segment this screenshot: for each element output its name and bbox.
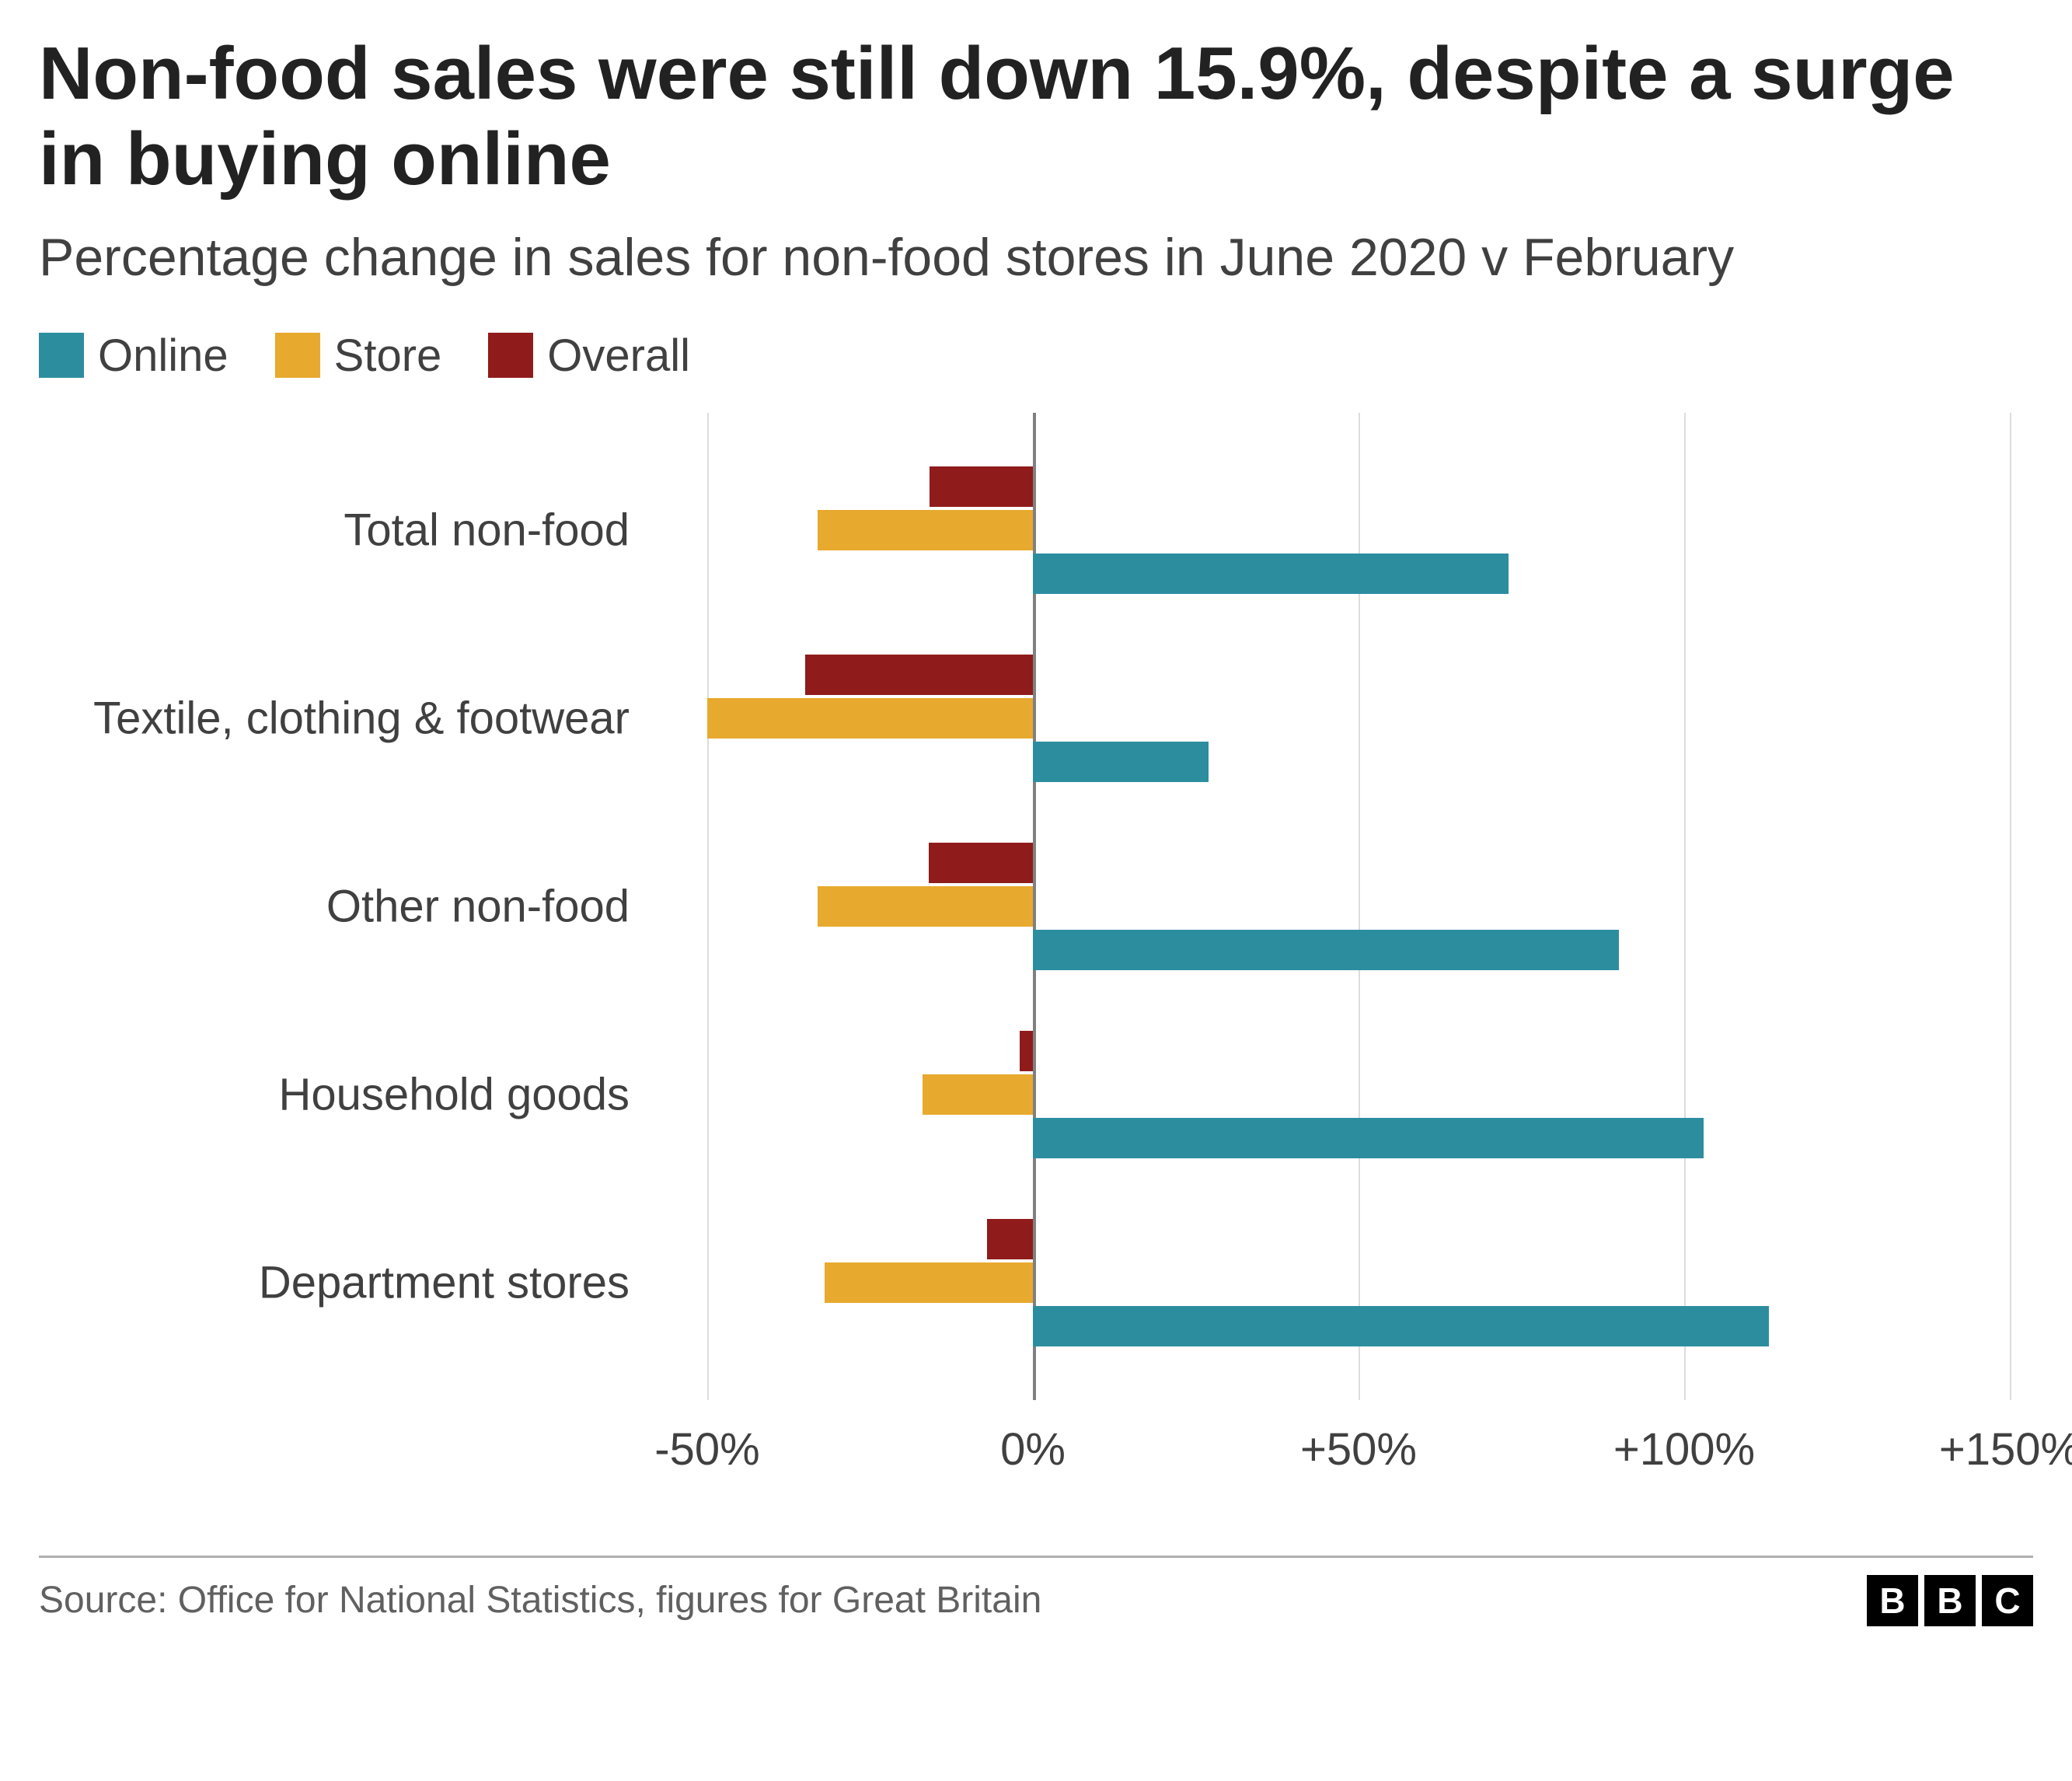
category-label: Department stores [259,1256,699,1308]
x-tick-label: +100% [1613,1423,1755,1475]
footer: Source: Office for National Statistics, … [39,1556,2033,1626]
chart-title: Non-food sales were still down 15.9%, de… [39,31,2033,203]
legend-label-online: Online [98,330,228,382]
legend-item-online: Online [39,330,228,382]
bar [923,1074,1033,1115]
bar [1033,1118,1704,1158]
bbc-logo-letter: B [1924,1575,1976,1626]
category-label: Total non-food [344,504,699,556]
legend-swatch-overall [488,333,533,378]
x-tick-label: 0% [1000,1423,1066,1475]
bar [930,466,1033,507]
gridline [2010,413,2011,1400]
bar-groups [707,413,2010,1400]
x-axis: -50%0%+50%+100%+150% [707,1400,2010,1501]
legend-item-overall: Overall [488,330,690,382]
bar [1033,1306,1769,1346]
bar-group [707,812,2010,1001]
bbc-logo-letter: B [1867,1575,1918,1626]
bar [707,698,1033,739]
chart: Total non-food Textile, clothing & footwe… [62,413,2010,1501]
x-tick-label: -50% [654,1423,759,1475]
legend: Online Store Overall [39,330,2033,382]
bbc-logo: B B C [1867,1575,2033,1626]
plot-area [707,413,2010,1400]
category-label: Other non-food [326,880,699,932]
chart-subtitle: Percentage change in sales for non-food … [39,225,2033,291]
bar [1033,554,1509,594]
x-tick-label: +150% [1939,1423,2072,1475]
bar [987,1219,1033,1259]
bbc-logo-letter: C [1982,1575,2033,1626]
category-label: Household goods [279,1068,699,1120]
bar [929,843,1033,883]
bar [1033,930,1619,970]
legend-label-store: Store [334,330,442,382]
bar [1020,1031,1033,1071]
bar-group [707,624,2010,812]
bar [818,510,1033,550]
bar-group [707,1001,2010,1189]
legend-swatch-online [39,333,84,378]
category-label: Textile, clothing & footwear [93,692,699,744]
bar [818,886,1033,927]
bar-group [707,436,2010,624]
legend-swatch-store [275,333,320,378]
bar [825,1262,1033,1303]
bar-group [707,1189,2010,1377]
bar [805,655,1033,695]
source-text: Source: Office for National Statistics, … [39,1579,1041,1622]
x-tick-label: +50% [1300,1423,1417,1475]
legend-item-store: Store [275,330,442,382]
legend-label-overall: Overall [547,330,690,382]
bar [1033,742,1209,782]
